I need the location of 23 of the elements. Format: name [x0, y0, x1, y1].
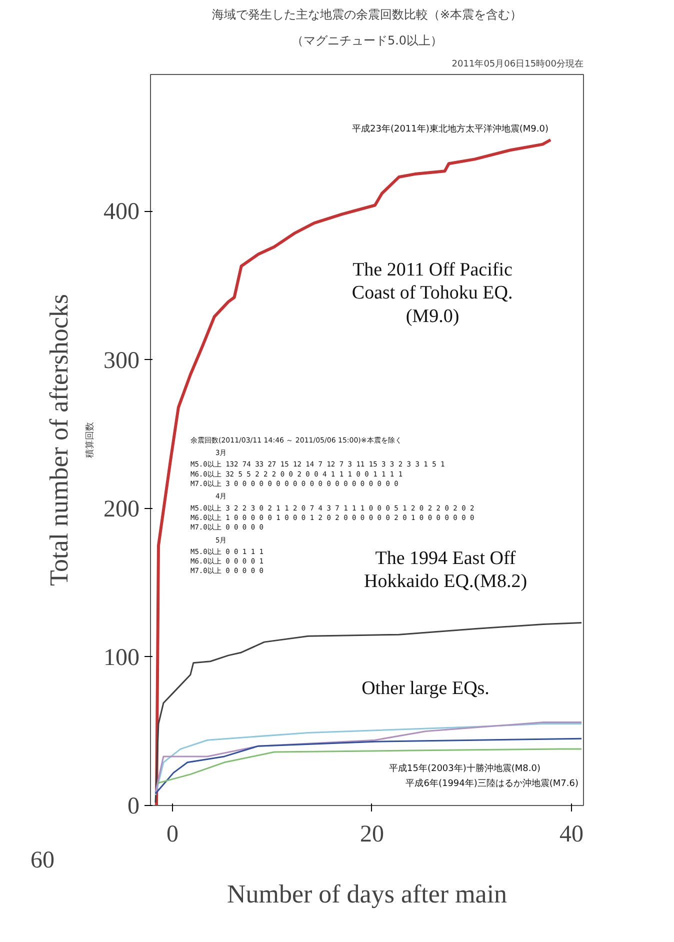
- annotation: 平成23年(2011年)東北地方太平洋沖地震(M9.0): [352, 124, 549, 135]
- chart-title: 海域で発生した主な地震の余震回数比較（※本震を含む）: [212, 8, 522, 22]
- chart-subtitle: （マグニチュード5.0以上）: [291, 34, 443, 48]
- annotation: Other large EQs.: [362, 678, 490, 699]
- y-axis-title: Total number of aftershocks: [44, 294, 74, 586]
- y-tick-label: 0: [128, 794, 140, 820]
- annotation: 平成6年(1994年)三陸はるか沖地震(M7.6): [406, 778, 579, 789]
- x-axis-title: Number of days after main: [226, 880, 508, 908]
- annotation: The 2011 Off Pacific Coast of Tohoku EQ. (M9.0): [352, 260, 513, 327]
- text: 積算回数: [84, 422, 96, 458]
- annotation: 平成15年(2003年)十勝沖地震(M8.0): [389, 763, 541, 774]
- x-tick-label: 0: [166, 822, 178, 848]
- y-tick-label: 100: [104, 644, 140, 671]
- line-series: [154, 738, 582, 794]
- x-tick-label: 40: [560, 822, 584, 848]
- text: 60: [30, 848, 54, 874]
- y-tick-label: 300: [104, 348, 140, 374]
- x-tick-label: 20: [360, 822, 384, 848]
- line-series: [154, 622, 582, 804]
- annotation: The 1994 East Off Hokkaido EQ.(M8.2): [364, 548, 528, 592]
- y-tick-label: 200: [104, 496, 140, 522]
- y-tick-label: 400: [104, 199, 140, 226]
- text: 2011年05月06日15時00分現在: [452, 58, 584, 70]
